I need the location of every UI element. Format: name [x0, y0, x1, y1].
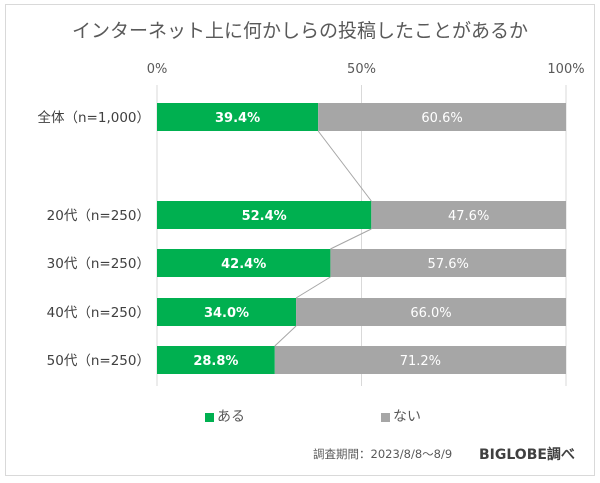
data-label: 52.4% — [242, 209, 287, 224]
series-connector-line — [295, 276, 331, 299]
data-label: 28.8% — [193, 354, 238, 369]
bar-segment-nai — [296, 298, 566, 326]
data-label: 34.0% — [204, 306, 249, 321]
x-tick-label: 50% — [347, 62, 376, 77]
data-label: 39.4% — [215, 111, 260, 126]
category-label: 30代（n=250） — [47, 256, 150, 272]
series-connector-line — [274, 325, 297, 347]
legend-item-nai: ない — [381, 406, 421, 426]
series-connector-line — [330, 228, 372, 250]
x-tick-label: 0% — [147, 62, 168, 77]
category-label: 50代（n=250） — [47, 353, 150, 369]
legend-swatch-nai — [381, 412, 390, 422]
chart-frame — [5, 4, 595, 476]
legend-label-nai: ない — [393, 409, 421, 425]
category-label: 40代（n=250） — [47, 305, 150, 321]
bar-segment-aru — [157, 103, 319, 131]
x-tick-label: 100% — [547, 62, 584, 77]
category-label: 20代（n=250） — [47, 208, 150, 224]
survey-period: 調査期間：2023/8/8～8/9 — [313, 447, 453, 461]
data-label: 71.2% — [400, 354, 441, 369]
source-credit: BIGLOBE調べ — [479, 447, 575, 463]
bar-segment-nai — [274, 346, 566, 374]
bar-segment-aru — [157, 298, 297, 326]
series-connector-line — [317, 130, 372, 202]
data-label: 66.0% — [410, 306, 451, 321]
data-label: 57.6% — [428, 257, 469, 272]
legend-label-aru: ある — [217, 409, 245, 425]
bar-segment-aru — [157, 249, 331, 277]
data-label: 47.6% — [448, 209, 489, 224]
bar-segment-nai — [371, 201, 566, 229]
bar-segment-nai — [318, 103, 566, 131]
legend-swatch-aru — [205, 412, 214, 422]
category-label: 全体（n=1,000） — [37, 109, 150, 126]
bar-segment-aru — [157, 346, 275, 374]
bar-segment-aru — [157, 201, 372, 229]
bar-segment-nai — [330, 249, 566, 277]
chart-title: インターネット上に何かしらの投稿したことがあるか — [71, 20, 528, 42]
data-label: 42.4% — [221, 257, 266, 272]
legend-item-aru: ある — [205, 406, 245, 426]
data-label: 60.6% — [421, 111, 462, 126]
